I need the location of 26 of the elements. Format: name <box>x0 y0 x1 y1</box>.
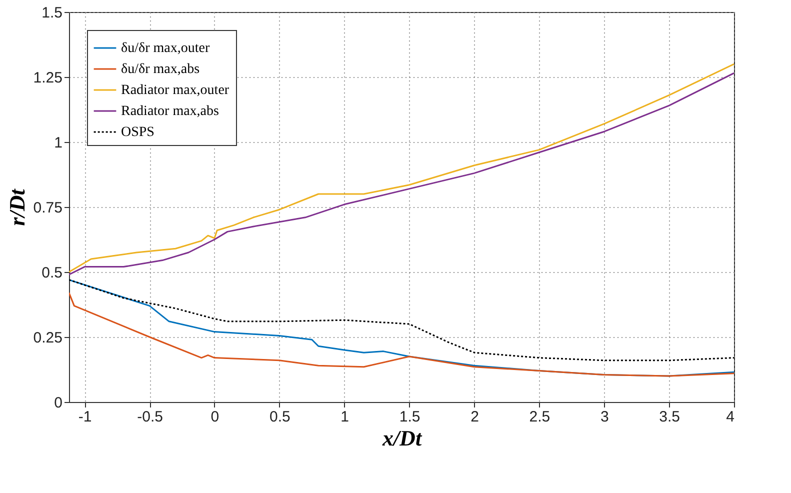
x-tick-label: 2 <box>470 408 479 426</box>
x-tick-label: 0 <box>210 408 220 426</box>
legend-label: δu/δr max,outer <box>121 41 210 56</box>
x-tick-label: 3.5 <box>659 408 680 426</box>
y-tick-label: 1.5 <box>42 4 62 22</box>
x-tick-label: 2.5 <box>529 408 550 426</box>
y-tick-label: 0.25 <box>33 330 62 346</box>
x-tick-label: -1 <box>78 408 92 426</box>
x-tick-label: 1 <box>340 408 350 426</box>
y-tick-label: 1.25 <box>33 70 62 86</box>
x-tick-label: 3 <box>600 408 609 426</box>
x-tick-label: -0.5 <box>137 408 163 426</box>
x-tick-label: 1.5 <box>399 408 420 426</box>
y-tick-label: 1 <box>54 134 62 152</box>
legend-label: Radiator max,outer <box>121 83 230 98</box>
x-tick-label: 4 <box>726 408 734 426</box>
y-tick-label: 0.5 <box>42 264 62 282</box>
y-tick-label: 0 <box>54 394 62 412</box>
y-axis-title: r/Dt <box>4 188 30 226</box>
legend-label: δu/δr max,abs <box>121 62 200 77</box>
x-axis-title: x/Dt <box>381 426 422 450</box>
y-tick-label: 0.75 <box>33 200 62 216</box>
x-tick-label: 0.5 <box>269 408 290 426</box>
legend-label: OSPS <box>121 125 154 140</box>
line-series <box>69 279 734 362</box>
legend-label: Radiator max,abs <box>121 104 219 119</box>
